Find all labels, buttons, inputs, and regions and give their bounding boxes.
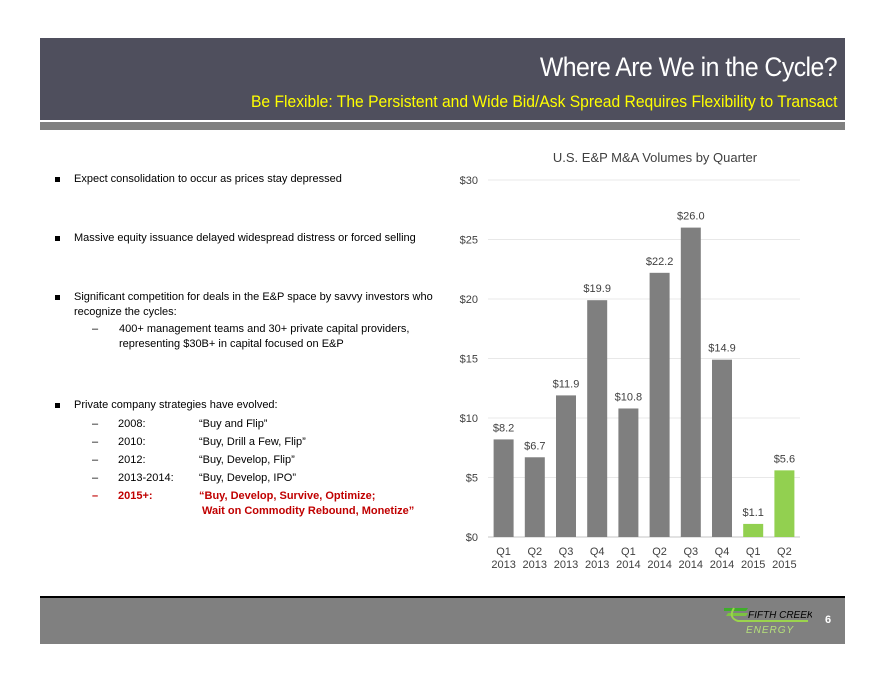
x-tick-label-quarter: Q2	[527, 546, 542, 558]
strategy-text: “Buy, Drill a Few, Flip”	[199, 436, 306, 448]
data-label: $6.7	[524, 440, 545, 452]
bar	[774, 470, 795, 537]
dash-icon: –	[92, 490, 99, 502]
data-label: $5.6	[774, 453, 795, 465]
bar	[493, 439, 514, 537]
slide-subtitle: Be Flexible: The Persistent and Wide Bid…	[250, 92, 837, 111]
bar	[587, 300, 608, 537]
dash-icon: –	[92, 454, 99, 466]
x-tick-label-quarter: Q2	[652, 546, 667, 558]
y-tick-label: $10	[460, 413, 478, 425]
sub-bullet-text-continued: representing $30B+ in capital focused on…	[119, 338, 344, 350]
x-tick-label-year: 2014	[616, 559, 640, 571]
logo-swoosh	[730, 607, 808, 622]
slide-title: Where Are We in the Cycle?	[539, 52, 838, 82]
bullet-square-icon	[55, 177, 60, 182]
slide-footer	[40, 596, 845, 644]
strategy-year: 2010:	[118, 436, 146, 448]
bullet-square-icon	[55, 236, 60, 241]
y-tick-label: $15	[460, 354, 478, 366]
data-label: $8.2	[493, 422, 514, 434]
page-number: 6	[825, 614, 832, 626]
data-label: $11.9	[553, 378, 580, 390]
strategy-text: “Buy, Develop, Flip”	[199, 454, 295, 466]
x-tick-label-quarter: Q1	[746, 546, 761, 558]
dash-icon: –	[92, 418, 99, 430]
bar	[743, 523, 764, 537]
x-tick-label-year: 2013	[523, 559, 547, 571]
bullet-text: Massive equity issuance delayed widespre…	[74, 232, 416, 244]
bar	[680, 227, 701, 537]
x-tick-label-quarter: Q4	[590, 546, 605, 558]
strategy-text: “Buy, Develop, IPO”	[199, 472, 296, 484]
bullet-text: Private company strategies have evolved:	[74, 399, 278, 411]
x-tick-label-quarter: Q3	[683, 546, 698, 558]
strategy-text: “Buy and Flip”	[199, 418, 268, 430]
x-tick-label-year: 2015	[741, 559, 765, 571]
header-divider-bar	[40, 122, 845, 130]
bullet-square-icon	[55, 403, 60, 408]
bullet-text-continued: recognize the cycles:	[74, 306, 177, 318]
data-label: $22.2	[646, 256, 674, 268]
data-label: $19.9	[583, 283, 611, 295]
x-tick-label-year: 2015	[772, 559, 796, 571]
slide-header: Where Are We in the Cycle? Be Flexible: …	[40, 38, 845, 120]
strategy-text-continued: Wait on Commodity Rebound, Monetize”	[202, 505, 415, 517]
x-tick-label-year: 2014	[710, 559, 734, 571]
x-tick-label-year: 2014	[679, 559, 703, 571]
bullet-text: Expect consolidation to occur as prices …	[74, 173, 342, 185]
logo-text-line1: FIFTH CREEK	[748, 610, 812, 621]
y-tick-label: $20	[460, 294, 478, 306]
logo-stripe	[726, 613, 748, 616]
x-tick-label-quarter: Q4	[715, 546, 730, 558]
data-label: $14.9	[708, 343, 736, 355]
strategy-text: “Buy, Develop, Survive, Optimize;	[199, 490, 376, 502]
bar	[649, 272, 670, 537]
dash-icon: –	[92, 436, 99, 448]
x-tick-label-quarter: Q2	[777, 546, 792, 558]
bar	[712, 359, 732, 537]
data-label: $26.0	[677, 211, 705, 223]
strategy-year: 2012:	[118, 454, 146, 466]
x-tick-label-year: 2013	[554, 559, 578, 571]
chart-title: U.S. E&P M&A Volumes by Quarter	[552, 150, 758, 165]
bar	[524, 457, 545, 537]
dash-icon: –	[92, 323, 99, 335]
strategy-year: 2015+:	[118, 490, 153, 502]
bar	[556, 395, 576, 537]
strategy-year: 2013-2014:	[118, 472, 174, 484]
strategy-year: 2008:	[118, 418, 146, 430]
data-label: $1.1	[742, 507, 763, 519]
dash-icon: –	[92, 472, 99, 484]
y-tick-label: $0	[466, 532, 478, 544]
company-logo: FIFTH CREEK ENERGY	[724, 607, 812, 636]
data-label: $10.8	[615, 391, 643, 403]
y-tick-label: $30	[460, 175, 478, 187]
x-tick-label-quarter: Q1	[496, 546, 511, 558]
logo-stripe	[724, 608, 748, 611]
sub-bullet-text: 400+ management teams and 30+ private ca…	[119, 323, 410, 335]
x-tick-label-year: 2013	[491, 559, 515, 571]
x-tick-label-year: 2014	[647, 559, 671, 571]
y-tick-label: $5	[466, 473, 478, 485]
bar	[618, 408, 639, 537]
x-tick-label-quarter: Q3	[559, 546, 574, 558]
y-tick-label: $25	[460, 235, 478, 247]
x-tick-label-quarter: Q1	[621, 546, 636, 558]
bullet-square-icon	[55, 295, 60, 300]
bullet-text: Significant competition for deals in the…	[74, 291, 433, 303]
logo-text-line2: ENERGY	[746, 625, 795, 636]
x-tick-label-year: 2013	[585, 559, 609, 571]
